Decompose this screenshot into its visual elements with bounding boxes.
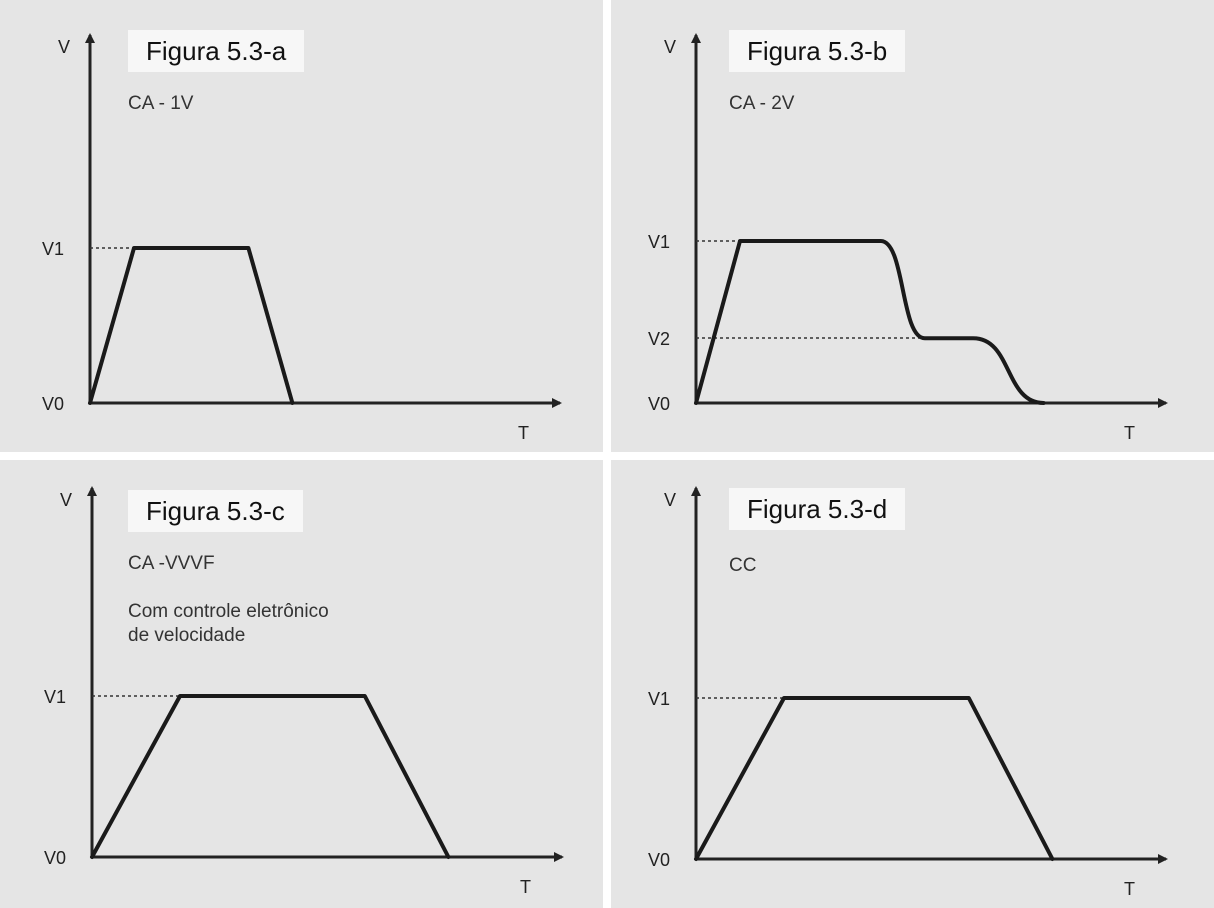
velocity-curve — [694, 696, 1055, 861]
panel-figura-5-3-a: V T V0 V1 Figura 5.3-a CA - 1V — [0, 0, 603, 452]
y-axis-label: V — [664, 490, 676, 510]
level-label-v0: V0 — [44, 848, 66, 868]
subtitle: CA -VVVF — [128, 553, 215, 574]
panel-figura-5-3-d: V T V0 V1 Figura 5.3-d CC — [611, 460, 1214, 908]
level-label-v1: V1 — [42, 239, 64, 259]
chart-svg: V T V0 V1 — [44, 486, 564, 897]
y-axis-label: V — [58, 37, 70, 57]
x-axis-label: T — [520, 877, 531, 897]
velocity-curve — [694, 239, 1046, 405]
chart-svg: V T V0 V1 — [42, 33, 562, 443]
x-axis-label: T — [1124, 423, 1135, 443]
figure-label: Figura 5.3-b — [729, 30, 906, 72]
subtitle: CA - 1V — [128, 93, 194, 114]
figure-label: Figura 5.3-a — [128, 30, 305, 72]
velocity-curve — [88, 246, 295, 405]
chart-svg: V T V0 V1 — [648, 486, 1168, 899]
level-label-v0: V0 — [42, 394, 64, 414]
x-axis-label: T — [1124, 879, 1135, 899]
y-axis-label: V — [664, 37, 676, 57]
note-text: Com controle eletrônico de velocidade — [128, 601, 329, 646]
level-label-v2: V2 — [648, 329, 670, 349]
level-label-v0: V0 — [648, 850, 670, 870]
chart-svg: V T V0 V2 V1 — [648, 33, 1168, 443]
level-label-v1: V1 — [44, 687, 66, 707]
panel-figura-5-3-c: V T V0 V1 Figura 5.3-c CA -VVVF Com control… — [0, 460, 603, 908]
level-label-v1: V1 — [648, 232, 670, 252]
figure-label: Figura 5.3-c — [128, 490, 303, 532]
x-axis-label: T — [518, 423, 529, 443]
y-axis-label: V — [60, 490, 72, 510]
figure-label: Figura 5.3-d — [729, 488, 906, 530]
subtitle: CC — [729, 555, 757, 576]
subtitle: CA - 2V — [729, 93, 795, 114]
velocity-curve — [90, 694, 451, 859]
panel-figura-5-3-b: V T V0 V2 V1 Figura 5.3-b CA - 2V — [611, 0, 1214, 452]
level-label-v0: V0 — [648, 394, 670, 414]
level-label-v1: V1 — [648, 689, 670, 709]
